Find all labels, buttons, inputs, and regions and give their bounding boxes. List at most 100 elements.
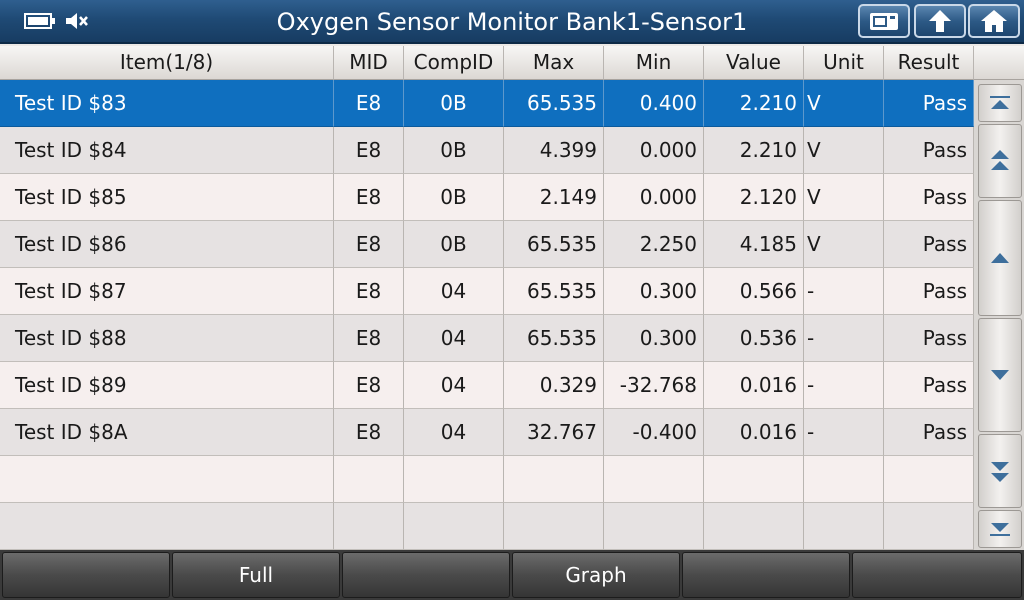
cell-min: 0.400 (604, 80, 704, 127)
cell-value (704, 456, 804, 503)
page-title: Oxygen Sensor Monitor Bank1-Sensor1 (276, 8, 748, 36)
mute-icon (66, 13, 88, 29)
cell-compid: 04 (404, 315, 504, 362)
column-header-min[interactable]: Min (604, 46, 704, 80)
up-arrow-icon (929, 10, 951, 32)
scroll-to-top-icon (990, 96, 1010, 109)
cell-max: 4.399 (504, 127, 604, 174)
chevron-up-icon (991, 253, 1009, 263)
cell-result: Pass (884, 127, 974, 174)
cell-max: 65.535 (504, 268, 604, 315)
cell-max: 32.767 (504, 409, 604, 456)
cell-result: Pass (884, 174, 974, 221)
home-icon (981, 10, 1007, 32)
cell-mid (334, 456, 404, 503)
double-chevron-down-icon (991, 462, 1009, 482)
column-header-item[interactable]: Item(1/8) (0, 46, 334, 80)
column-header-result[interactable]: Result (884, 46, 974, 80)
table-row[interactable]: Test ID $83 E8 0B 65.535 0.400 2.210 V P… (0, 80, 974, 127)
cell-item: Test ID $88 (0, 315, 334, 362)
toolbar-button-6[interactable] (852, 552, 1022, 598)
camera-icon (870, 13, 898, 30)
cell-mid: E8 (334, 221, 404, 268)
cell-value: 0.016 (704, 409, 804, 456)
cell-min: -32.768 (604, 362, 704, 409)
cell-min: -0.400 (604, 409, 704, 456)
cell-value: 2.120 (704, 174, 804, 221)
cell-value: 0.566 (704, 268, 804, 315)
toolbar-button-5[interactable] (682, 552, 850, 598)
table-row[interactable]: Test ID $89 E8 04 0.329 -32.768 0.016 - … (0, 362, 974, 409)
graph-button[interactable]: Graph (512, 552, 680, 598)
page-up-button[interactable] (978, 124, 1022, 198)
full-button[interactable]: Full (172, 552, 340, 598)
table-row[interactable]: Test ID $87 E8 04 65.535 0.300 0.566 - P… (0, 268, 974, 315)
scroll-to-bottom-icon (990, 523, 1010, 536)
cell-item: Test ID $89 (0, 362, 334, 409)
battery-icon (24, 13, 55, 29)
cell-result: Pass (884, 409, 974, 456)
toolbar-button-3[interactable] (342, 552, 510, 598)
cell-item: Test ID $84 (0, 127, 334, 174)
home-button[interactable] (968, 4, 1020, 38)
cell-unit: V (804, 174, 884, 221)
table-row[interactable]: Test ID $86 E8 0B 65.535 2.250 4.185 V P… (0, 221, 974, 268)
cell-unit: V (804, 80, 884, 127)
table-row[interactable]: Test ID $85 E8 0B 2.149 0.000 2.120 V Pa… (0, 174, 974, 221)
chevron-down-icon (991, 370, 1009, 380)
scrollbar[interactable] (974, 80, 1024, 550)
cell-mid: E8 (334, 268, 404, 315)
line-up-button[interactable] (978, 200, 1022, 316)
cell-compid: 0B (404, 174, 504, 221)
table-row[interactable]: Test ID $8A E8 04 32.767 -0.400 0.016 - … (0, 409, 974, 456)
scroll-bottom-button[interactable] (978, 510, 1022, 548)
cell-unit: - (804, 409, 884, 456)
cell-compid: 0B (404, 127, 504, 174)
header-corner (974, 46, 1024, 80)
column-header-compid[interactable]: CompID (404, 46, 504, 80)
cell-compid: 04 (404, 362, 504, 409)
cell-min: 0.000 (604, 127, 704, 174)
cell-min (604, 503, 704, 550)
table-row[interactable]: Test ID $84 E8 0B 4.399 0.000 2.210 V Pa… (0, 127, 974, 174)
table-header: Item(1/8) MID CompID Max Min Value Unit … (0, 46, 974, 80)
cell-result: Pass (884, 80, 974, 127)
cell-mid: E8 (334, 127, 404, 174)
column-header-value[interactable]: Value (704, 46, 804, 80)
column-header-max[interactable]: Max (504, 46, 604, 80)
cell-unit: - (804, 268, 884, 315)
cell-max (504, 456, 604, 503)
cell-compid: 0B (404, 221, 504, 268)
cell-unit: V (804, 221, 884, 268)
page-down-button[interactable] (978, 434, 1022, 508)
line-down-button[interactable] (978, 318, 1022, 432)
cell-result (884, 503, 974, 550)
cell-mid: E8 (334, 315, 404, 362)
cell-result (884, 456, 974, 503)
column-header-unit[interactable]: Unit (804, 46, 884, 80)
back-button[interactable] (914, 4, 966, 38)
cell-value: 0.016 (704, 362, 804, 409)
cell-value: 0.536 (704, 315, 804, 362)
cell-value: 2.210 (704, 80, 804, 127)
cell-compid (404, 456, 504, 503)
cell-item: Test ID $87 (0, 268, 334, 315)
cell-mid: E8 (334, 80, 404, 127)
cell-min: 0.300 (604, 315, 704, 362)
cell-mid (334, 503, 404, 550)
table-row[interactable]: Test ID $88 E8 04 65.535 0.300 0.536 - P… (0, 315, 974, 362)
toolbar-button-1[interactable] (2, 552, 170, 598)
cell-value (704, 503, 804, 550)
cell-max: 2.149 (504, 174, 604, 221)
cell-mid: E8 (334, 409, 404, 456)
cell-compid: 0B (404, 80, 504, 127)
cell-item: Test ID $86 (0, 221, 334, 268)
cell-item (0, 456, 334, 503)
status-icons (24, 9, 90, 33)
column-header-mid[interactable]: MID (334, 46, 404, 80)
cell-item (0, 503, 334, 550)
cell-unit: V (804, 127, 884, 174)
cell-compid: 04 (404, 268, 504, 315)
screenshot-button[interactable] (858, 4, 910, 38)
scroll-top-button[interactable] (978, 84, 1022, 122)
